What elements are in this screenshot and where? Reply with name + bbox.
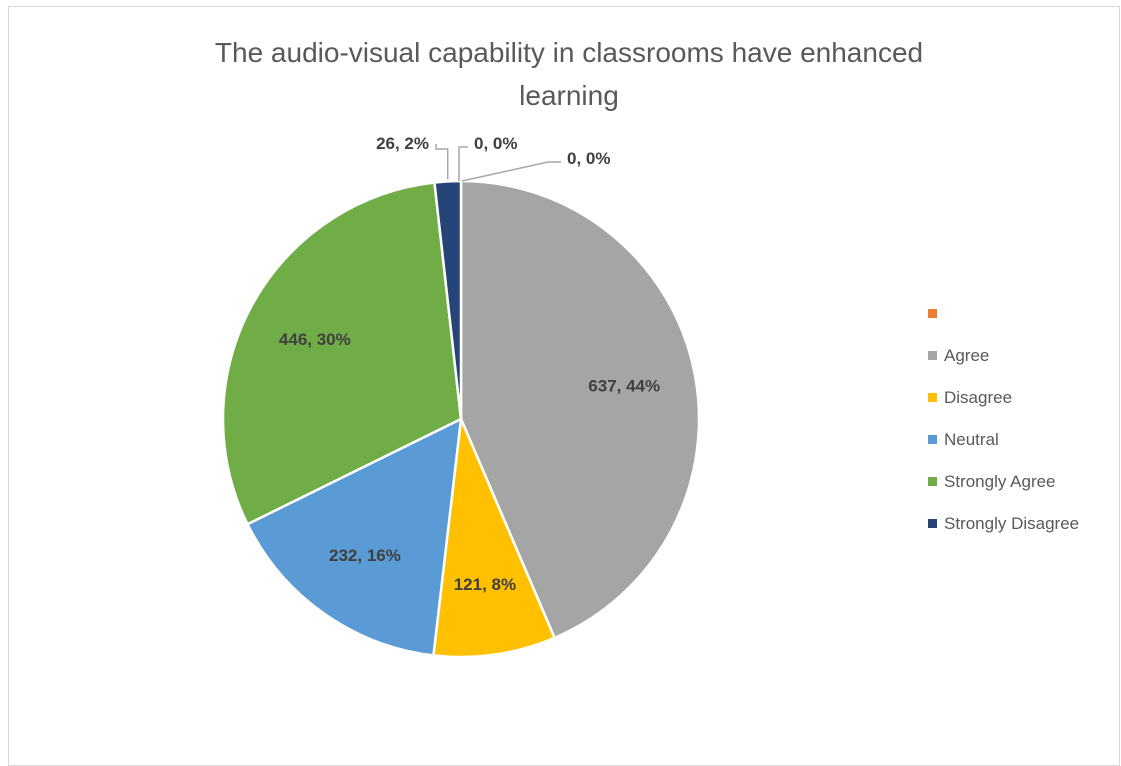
legend-swatch-agree (928, 351, 937, 360)
legend-swatch-strongly-disagree (928, 519, 937, 528)
data-label-zero-a: 0, 0% (474, 134, 517, 153)
pie-slice-neutral (245, 416, 463, 657)
pie-slice-agree (459, 179, 701, 640)
pie-chart: The audio-visual capability in classroom… (215, 37, 1079, 659)
data-label-agree: 637, 44% (588, 377, 660, 396)
pie-slices (221, 179, 701, 659)
pie-slice-disagree (432, 414, 557, 659)
chart-title-line-2: learning (519, 80, 619, 111)
data-label-neutral: 232, 16% (329, 546, 401, 565)
pie-slice-strongly-disagree (433, 179, 463, 420)
data-labels: 637, 44% 121, 8% 232, 16% 446, 30% 26, 2% 0, … (279, 134, 660, 594)
data-label-disagree: 121, 8% (454, 575, 516, 594)
data-label-strongly-disagree: 26, 2% (376, 134, 429, 153)
legend-swatch-blank-0 (928, 309, 937, 318)
leader-line-zero-a (458, 146, 468, 181)
leader-line-zero-b (461, 161, 561, 182)
data-label-strongly-agree: 446, 30% (279, 330, 351, 349)
legend-label-disagree: Disagree (944, 388, 1012, 407)
data-label-zero-b: 0, 0% (567, 149, 610, 168)
legend-swatch-neutral (928, 435, 937, 444)
pie-slice-strongly-agree (221, 181, 463, 526)
leader-lines (435, 144, 561, 182)
legend: Agree Disagree Neutral Strongly Agree Strong… (928, 309, 1079, 533)
legend-swatch-strongly-agree (928, 477, 937, 486)
legend-label-neutral: Neutral (944, 430, 999, 449)
leader-line-strongly-disagree (435, 144, 449, 180)
chart-title: The audio-visual capability in classroom… (215, 37, 923, 111)
legend-swatch-disagree (928, 393, 937, 402)
legend-label-strongly-agree: Strongly Agree (944, 472, 1056, 491)
legend-label-agree: Agree (944, 346, 989, 365)
legend-label-strongly-disagree: Strongly Disagree (944, 514, 1079, 533)
chart-title-line-1: The audio-visual capability in classroom… (215, 37, 923, 68)
